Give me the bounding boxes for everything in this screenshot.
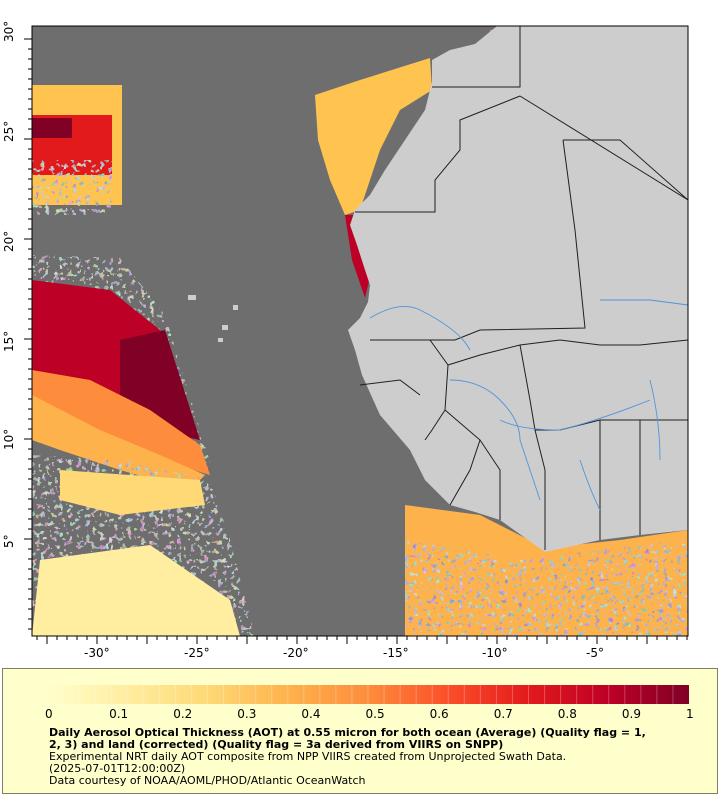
lon-tick-label: -30° — [84, 646, 110, 660]
colorbar-tick-label: 0.9 — [621, 707, 641, 721]
lon-tick-label: -15° — [383, 646, 409, 660]
colorbar-tick-label: 0.5 — [365, 707, 385, 721]
colorbar-tick-label: 0.2 — [173, 707, 193, 721]
legend-title-line2: 2, 3) and land (corrected) (Quality flag… — [49, 738, 504, 751]
lat-tick-label: 10° — [2, 428, 16, 450]
lon-tick-label: -10° — [482, 646, 508, 660]
lon-tick-label: -5° — [586, 646, 604, 660]
colorbar — [47, 685, 689, 704]
lat-tick-label: 20° — [2, 230, 16, 252]
cape-verde-islands — [188, 295, 196, 300]
aot-patch-northwest — [32, 85, 122, 215]
colorbar-tick-label: 0.4 — [301, 707, 321, 721]
lon-tick-label: -20° — [283, 646, 309, 660]
lat-tick-label: 5° — [2, 534, 16, 548]
aot-dust-plume — [32, 255, 212, 490]
aot-patch-southwest — [32, 455, 255, 636]
aot-patch-gulf-of-guinea — [405, 505, 688, 636]
colorbar-tick-label: 0.6 — [429, 707, 449, 721]
colorbar-steps — [62, 685, 674, 704]
colorbar-tick-label: 0.3 — [237, 707, 257, 721]
map-frame: -30° -25° -20° -15° -10° -5° 30° 25° 20°… — [0, 0, 720, 660]
rivers — [369, 299, 688, 511]
lat-tick-label: 30° — [2, 20, 16, 42]
colorbar-tick-label: 0.7 — [493, 707, 513, 721]
legend-title-line1: Daily Aerosol Optical Thickness (AOT) at… — [49, 726, 646, 739]
colorbar-tick-label: 0.1 — [109, 707, 129, 721]
lon-tick-label: -25° — [184, 646, 210, 660]
legend-panel: 0 0.1 0.2 0.3 0.4 0.5 0.6 0.7 0.8 0.9 1 Daily Aero… — [2, 668, 718, 794]
aot-map[interactable] — [0, 0, 720, 660]
axis-ticks — [24, 38, 688, 644]
colorbar-ramp — [47, 685, 689, 704]
lat-tick-label: 25° — [2, 120, 16, 142]
country-borders — [355, 26, 688, 550]
colorbar-tick-label: 0 — [45, 707, 53, 721]
legend-source-line2: (2025-07-01T12:00:00Z) — [49, 762, 186, 775]
lat-tick-label: 15° — [2, 330, 16, 352]
colorbar-tick-label: 0.8 — [557, 707, 577, 721]
plot-frame — [31, 25, 689, 637]
colorbar-tick-label: 1 — [686, 707, 694, 721]
legend-source-line1: Experimental NRT daily AOT composite fro… — [49, 750, 567, 763]
legend-credit: Data courtesy of NOAA/AOML/PHOD/Atlantic… — [49, 774, 366, 787]
